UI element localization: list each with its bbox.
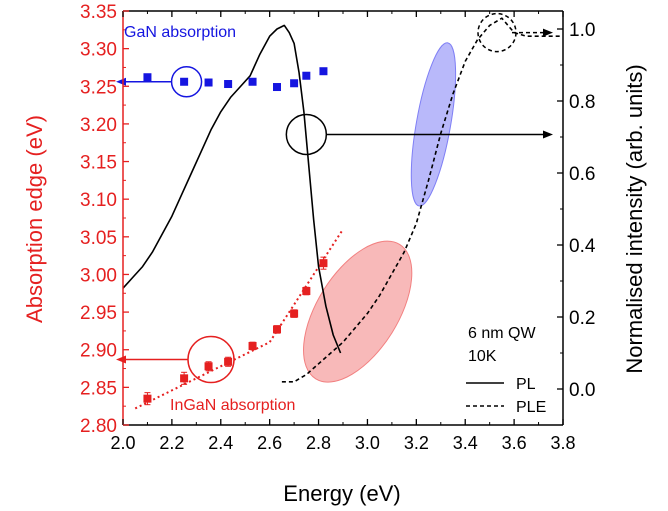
x-tick-label: 3.8 [550,433,575,453]
y-left-tick-label: 3.35 [80,2,117,23]
x-tick-label: 3.2 [404,433,429,453]
legend-ple-label: PLE [516,399,546,416]
y-left-tick-label: 3.10 [80,190,117,211]
gan-point [290,79,299,88]
y-left-tick-label: 3.05 [80,228,117,249]
ingan-axis-arrowhead [116,355,126,364]
y-right-tick-label: 0.2 [569,308,595,329]
gan-absorption-label: GaN absorption [124,24,236,41]
ple-axis-arrowhead [543,28,553,37]
pl-axis-arrowhead [543,130,553,139]
gan-point [224,80,233,89]
y-left-tick-label: 2.95 [80,303,117,324]
ingan-absorption-label: InGaN absorption [170,397,295,414]
data-markers [143,67,328,406]
chart-text: Energy (eV) Absorption edge (eV) Normali… [22,24,647,506]
y-right-tick-label: 0.6 [569,164,595,185]
gan-point [248,77,257,86]
x-tick-label: 2.2 [159,433,184,453]
y-left-tick-label: 2.85 [80,378,117,399]
y-left-tick-label: 3.15 [80,153,117,174]
y-left-tick-label: 3.00 [80,265,117,286]
x-tick-label: 2.4 [208,433,233,453]
ingan-point [273,325,281,334]
gan-point [273,83,281,92]
y-right-tick-label: 0.4 [569,236,596,257]
ingan-point [319,259,328,268]
x-tick-label: 2.6 [257,433,282,453]
gan-point [302,71,311,80]
x-tick-label: 3.6 [502,433,527,453]
sample-label: 6 nm QW [468,325,536,342]
x-tick-label: 3.4 [453,433,478,453]
highlight-ingan-region [303,240,413,383]
ingan-point [302,287,311,296]
y-left-tick-label: 3.30 [80,40,117,61]
y-left-axis-label: Absorption edge (eV) [22,115,47,323]
pl-line [122,24,342,354]
ingan-point [224,357,233,366]
temperature-label: 10K [468,348,497,365]
axis-indicator-circles [116,12,553,384]
ingan-point [248,341,257,350]
legend-pl-label: PL [516,376,536,393]
ple-axis-circle [477,12,517,53]
x-tick-label: 2.8 [306,433,331,453]
ingan-point [290,309,299,318]
y-right-tick-label: 0.0 [569,380,595,401]
y-right-tick-label: 0.8 [569,92,595,113]
ingan-point [143,394,152,403]
x-axis-label: Energy (eV) [283,481,400,506]
y-left-tick-label: 3.25 [80,77,117,98]
y-right-tick-label: 1.0 [569,20,595,41]
highlight-gan-region [410,42,457,207]
gan-point [180,77,189,86]
axes: 2.0 2.2 2.4 2.6 2.8 3.0 3.2 3.4 3.6 3.8 2.80 2.85 2.… [80,2,596,453]
y-left-tick-label: 3.20 [80,115,117,136]
ingan-point [180,374,189,383]
highlight-regions [303,42,457,383]
y-left-tick-label: 2.80 [80,416,117,437]
gan-point [143,73,152,82]
y-right-axis-label: Normalised intensity (arb. units) [622,64,647,373]
x-tick-label: 3.0 [355,433,380,453]
y-left-tick-label: 2.90 [80,341,117,362]
ingan-point [204,362,213,371]
gan-point [204,78,213,87]
gan-axis-arrowhead [116,77,126,86]
gan-point [319,67,328,76]
x-tick-label: 2.0 [110,433,135,453]
